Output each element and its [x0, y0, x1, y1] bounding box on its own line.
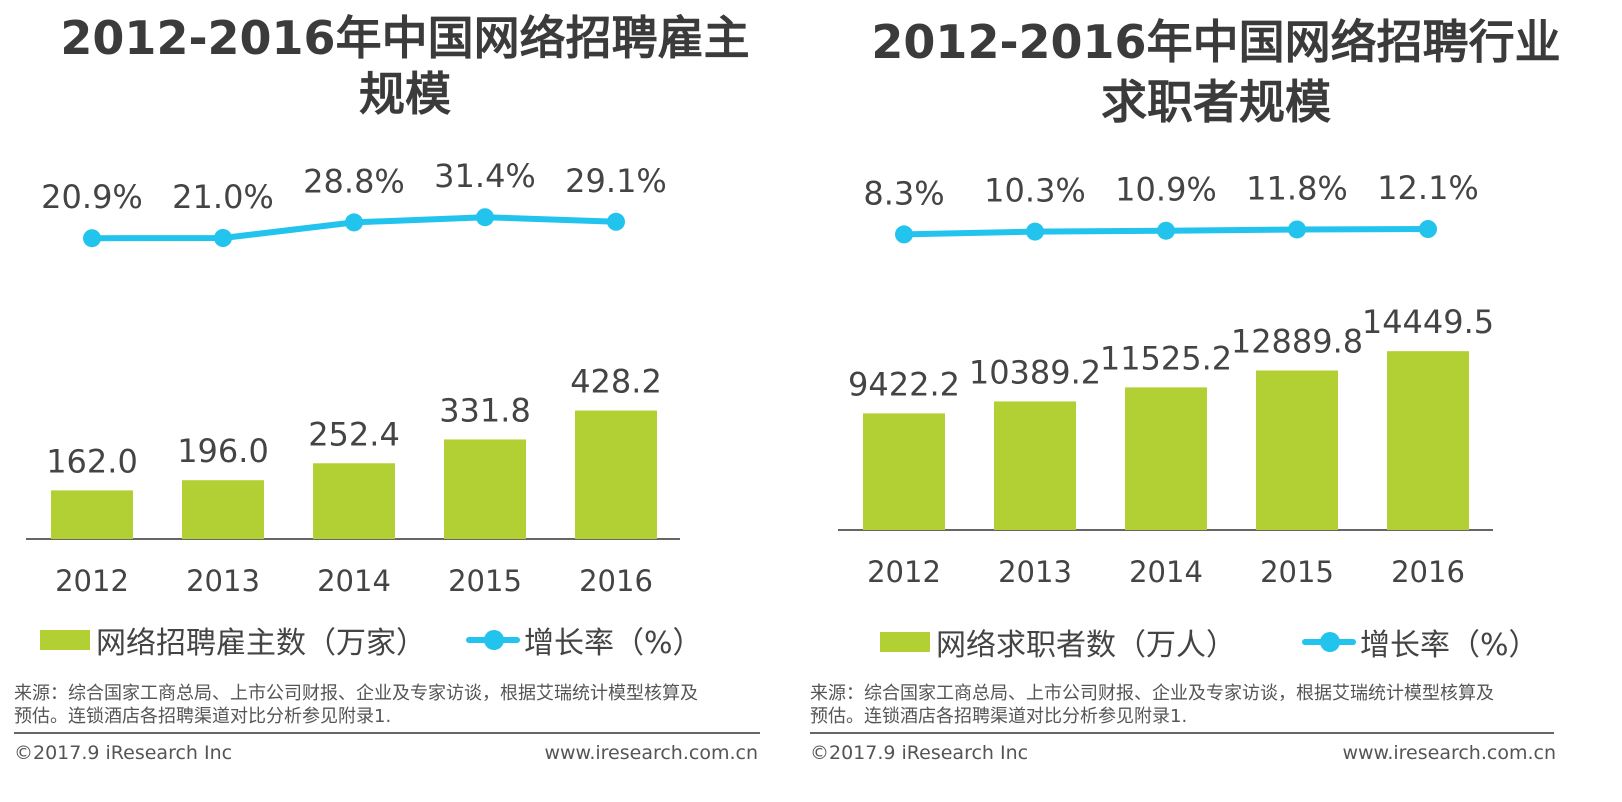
growth-rate-point — [1288, 220, 1306, 239]
left-chart-title-line1: 2012-2016年中国网络招聘雇主 — [60, 11, 750, 65]
left-chart-panel: 2012-2016年中国网络招聘雇主 规模 162.0 2012 196.0 2013… — [0, 0, 810, 802]
x-tick-label: 2016 — [1391, 555, 1465, 589]
bar-value-label: 331.8 — [439, 391, 531, 429]
growth-rate-label: 28.8% — [303, 162, 405, 200]
bar-value-label: 196.0 — [177, 432, 269, 470]
growth-rate-label: 8.3% — [863, 174, 944, 212]
growth-rate-point — [607, 212, 625, 231]
bar-value-label: 162.0 — [46, 442, 138, 480]
legend-bar-label: 网络招聘雇主数（万家） — [96, 626, 426, 661]
bar-value-label: 10389.2 — [969, 353, 1101, 391]
growth-rate-point — [1157, 221, 1175, 240]
growth-rate-label: 11.8% — [1246, 169, 1348, 207]
bar — [1125, 387, 1207, 530]
bar-value-label: 12889.8 — [1231, 322, 1363, 360]
x-tick-label: 2016 — [579, 564, 653, 598]
growth-rate-point — [83, 229, 101, 248]
x-tick-label: 2013 — [998, 555, 1072, 589]
right-source-note: 来源：综合国家工商总局、上市公司财报、企业及专家访谈，根据艾瑞统计模型核算及 预… — [810, 682, 1494, 728]
x-tick-label: 2012 — [867, 555, 941, 589]
x-tick-label: 2014 — [317, 564, 391, 598]
left-source-note: 来源：综合国家工商总局、上市公司财报、企业及专家访谈，根据艾瑞统计模型核算及 预… — [14, 682, 698, 728]
copyright: ©2017.9 iResearch Inc — [810, 742, 1029, 764]
website: www.iresearch.com.cn — [544, 742, 758, 764]
bar — [863, 413, 945, 530]
website: www.iresearch.com.cn — [1342, 742, 1556, 764]
bar-value-label: 11525.2 — [1100, 339, 1232, 377]
bar — [1256, 370, 1338, 530]
bar-value-label: 252.4 — [308, 415, 400, 453]
right-chart-title-line1: 2012-2016年中国网络招聘行业 — [871, 15, 1561, 69]
source-line: 预估。连锁酒店各招聘渠道对比分析参见附录1. — [14, 706, 392, 727]
right-chart: 9422.2 2012 10389.2 2013 11525.2 2014 12889.8 2… — [838, 169, 1494, 589]
source-line: 来源：综合国家工商总局、上市公司财报、企业及专家访谈，根据艾瑞统计模型核算及 — [810, 683, 1494, 704]
x-tick-label: 2015 — [448, 564, 522, 598]
left-legend: 网络招聘雇主数（万家） 增长率（%） — [40, 618, 703, 662]
growth-rate-label: 12.1% — [1377, 169, 1479, 207]
legend-bar-label: 网络求职者数（万人） — [936, 628, 1236, 663]
x-tick-label: 2015 — [1260, 555, 1334, 589]
growth-rate-point — [1419, 220, 1437, 239]
legend-line-swatch — [466, 630, 520, 650]
x-tick-label: 2013 — [186, 564, 260, 598]
footer-divider — [810, 732, 1554, 734]
legend-line-label: 增长率（%） — [1360, 628, 1539, 663]
growth-rate-point — [895, 225, 913, 244]
growth-rate-point — [476, 208, 494, 227]
bar — [1387, 351, 1469, 530]
right-chart-title-line2: 求职者规模 — [1101, 75, 1331, 129]
growth-rate-label: 10.3% — [984, 172, 1086, 210]
right-legend: 网络求职者数（万人） 增长率（%） — [880, 620, 1539, 664]
bar-value-label: 428.2 — [570, 363, 662, 401]
source-line: 来源：综合国家工商总局、上市公司财报、企业及专家访谈，根据艾瑞统计模型核算及 — [14, 683, 698, 704]
legend-bar-swatch — [40, 630, 90, 650]
bar — [444, 439, 526, 539]
bar — [575, 410, 657, 539]
growth-rate-label: 21.0% — [172, 178, 274, 216]
growth-rate-point — [214, 229, 232, 247]
x-tick-label: 2014 — [1129, 555, 1203, 589]
bar — [994, 401, 1076, 530]
x-tick-label: 2012 — [55, 564, 129, 598]
bar-value-label: 14449.5 — [1362, 303, 1494, 341]
bar — [182, 480, 264, 539]
source-line: 预估。连锁酒店各招聘渠道对比分析参见附录1. — [810, 706, 1188, 727]
copyright: ©2017.9 iResearch Inc — [14, 742, 233, 764]
growth-rate-point — [1026, 222, 1044, 241]
bar — [51, 490, 133, 539]
growth-rate-label: 10.9% — [1115, 171, 1217, 209]
growth-rate-point — [345, 213, 363, 232]
growth-rate-label: 31.4% — [434, 157, 536, 195]
growth-rate-label: 20.9% — [41, 178, 143, 216]
bar — [313, 463, 395, 539]
legend-bar-swatch — [880, 632, 930, 652]
right-chart-panel: 2012-2016年中国网络招聘行业 求职者规模 9422.2 2012 10389… — [810, 0, 1622, 802]
bar-value-label: 9422.2 — [848, 365, 960, 403]
footer-divider — [14, 732, 760, 734]
legend-line-swatch — [1302, 632, 1356, 652]
left-chart-title-line2: 规模 — [359, 67, 451, 121]
legend-line-label: 增长率（%） — [524, 626, 703, 661]
growth-rate-label: 29.1% — [565, 162, 667, 200]
left-chart: 162.0 2012 196.0 2013 252.4 2014 331.8 2015 428.… — [26, 157, 680, 598]
